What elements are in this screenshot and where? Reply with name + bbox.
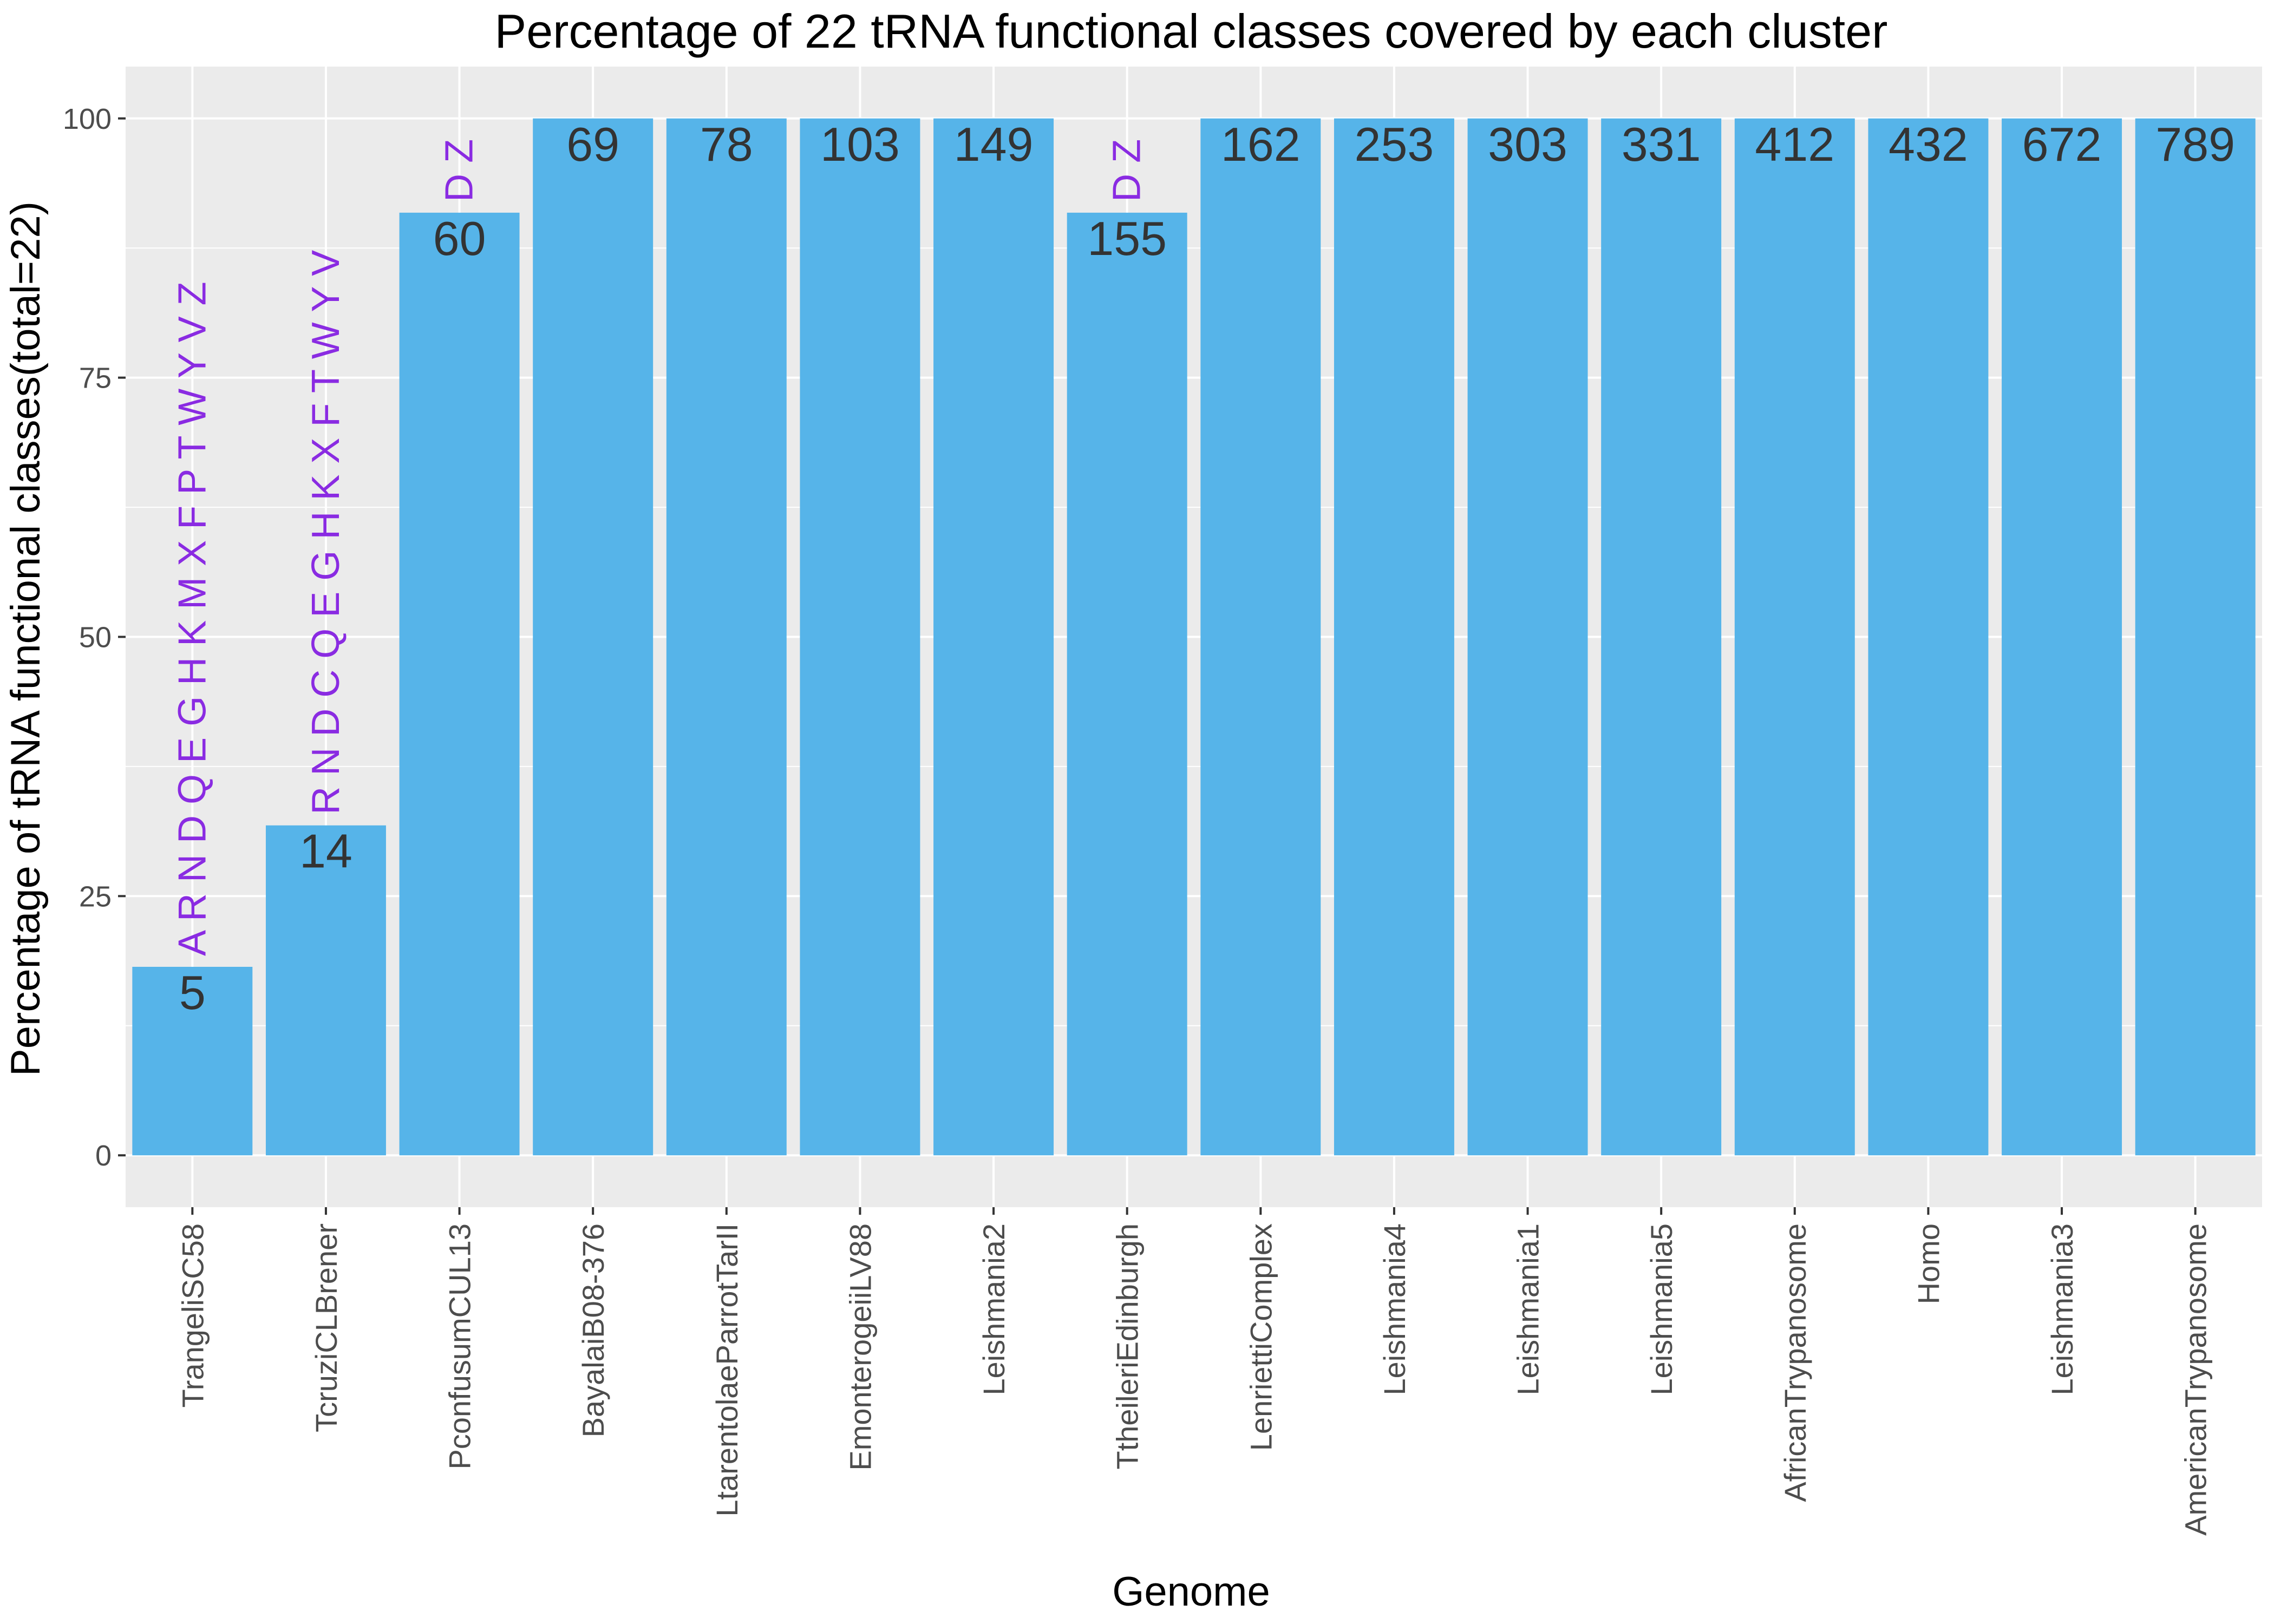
x-tick-label: LtarentolaeParrotTarII [710, 1223, 744, 1517]
count-label: 5 [179, 966, 206, 1019]
count-label: 103 [820, 117, 900, 171]
bar-BayalaiB08-376 [533, 118, 654, 1156]
y-tick-label: 75 [79, 362, 112, 395]
count-label: 789 [2155, 117, 2235, 171]
x-tick-label: EmonterogeiiLV88 [843, 1223, 877, 1471]
x-tick-label: PconfusumCUL13 [443, 1223, 477, 1469]
bar-Leishmania4 [1334, 118, 1454, 1156]
x-tick-label: TtheileriEdinburgh [1110, 1223, 1145, 1469]
bar-AfricanTrypanosome [1734, 118, 1855, 1156]
bar-TcruziCLBrener [265, 825, 386, 1156]
missing-class-labels: A R N D Q E G H K M X F P T W Y V Z R N D… [171, 139, 1148, 956]
x-tick-label: Leishmania1 [1511, 1223, 1545, 1396]
count-label: 672 [2022, 117, 2102, 171]
bar-AmericanTrypanosome [2135, 118, 2256, 1156]
count-label: 331 [1622, 117, 1701, 171]
bar-Homo [1868, 118, 1989, 1156]
x-tick-label: LenriettiComplex [1244, 1223, 1278, 1451]
bar-PconfusumCUL13 [399, 212, 520, 1156]
missing-class-label: R N D C Q E G H K X F T W Y V [304, 250, 348, 815]
chart-title: Percentage of 22 tRNA functional classes… [495, 4, 1888, 58]
x-axis: TrangeliSC58 TcruziCLBrener PconfusumCUL13… [175, 1207, 2213, 1536]
x-tick-label: Leishmania3 [2045, 1223, 2079, 1396]
x-tick-label: Leishmania5 [1644, 1223, 1678, 1396]
bar-Leishmania2 [933, 118, 1054, 1156]
bar-EmonterogeiiLV88 [800, 118, 920, 1156]
x-tick-label: TrangeliSC58 [175, 1223, 210, 1407]
x-axis-title: Genome [1112, 1569, 1270, 1615]
count-label: 155 [1087, 212, 1167, 265]
x-tick-label: AfricanTrypanosome [1778, 1223, 1812, 1502]
bar-Leishmania5 [1601, 118, 1722, 1156]
count-label: 69 [566, 117, 619, 171]
bar-LenriettiComplex [1200, 118, 1321, 1156]
count-labels: 5 14 60 69 78 103 149 155 162 253 303 331 412 432 672 7… [179, 117, 2235, 1019]
bar-Leishmania3 [2002, 118, 2122, 1156]
count-label: 253 [1355, 117, 1434, 171]
x-tick-label: Leishmania4 [1377, 1223, 1412, 1396]
bar-TtheileriEdinburgh [1067, 212, 1187, 1156]
y-tick-label: 0 [95, 1140, 112, 1172]
x-tick-label: AmericanTrypanosome [2179, 1223, 2213, 1536]
bar-LtarentolaeParrotTarII [666, 118, 787, 1156]
count-label: 149 [954, 117, 1034, 171]
count-label: 412 [1755, 117, 1834, 171]
y-tick-label: 100 [63, 103, 112, 135]
y-tick-label: 25 [79, 880, 112, 913]
bar-TrangeliSC58 [132, 966, 253, 1156]
x-tick-label: TcruziCLBrener [309, 1223, 343, 1432]
bar-Leishmania1 [1467, 118, 1588, 1156]
y-axis-title: Percentage of tRNA functional classes(to… [3, 201, 49, 1076]
x-tick-label: BayalaiB08-376 [576, 1223, 610, 1437]
y-axis: 0 25 50 75 100 [63, 103, 126, 1172]
missing-class-label: A R N D Q E G H K M X F P T W Y V Z [171, 281, 214, 956]
missing-class-label: D Z [438, 139, 481, 202]
count-label: 14 [299, 824, 352, 878]
count-label: 78 [700, 117, 753, 171]
x-tick-label: Homo [1911, 1223, 1945, 1304]
count-label: 303 [1488, 117, 1567, 171]
bars [132, 118, 2256, 1156]
count-label: 60 [433, 212, 486, 265]
count-label: 432 [1889, 117, 1968, 171]
missing-class-label: D Z [1106, 139, 1149, 202]
x-tick-label: Leishmania2 [977, 1223, 1011, 1396]
count-label: 162 [1221, 117, 1301, 171]
y-tick-label: 50 [79, 621, 112, 654]
